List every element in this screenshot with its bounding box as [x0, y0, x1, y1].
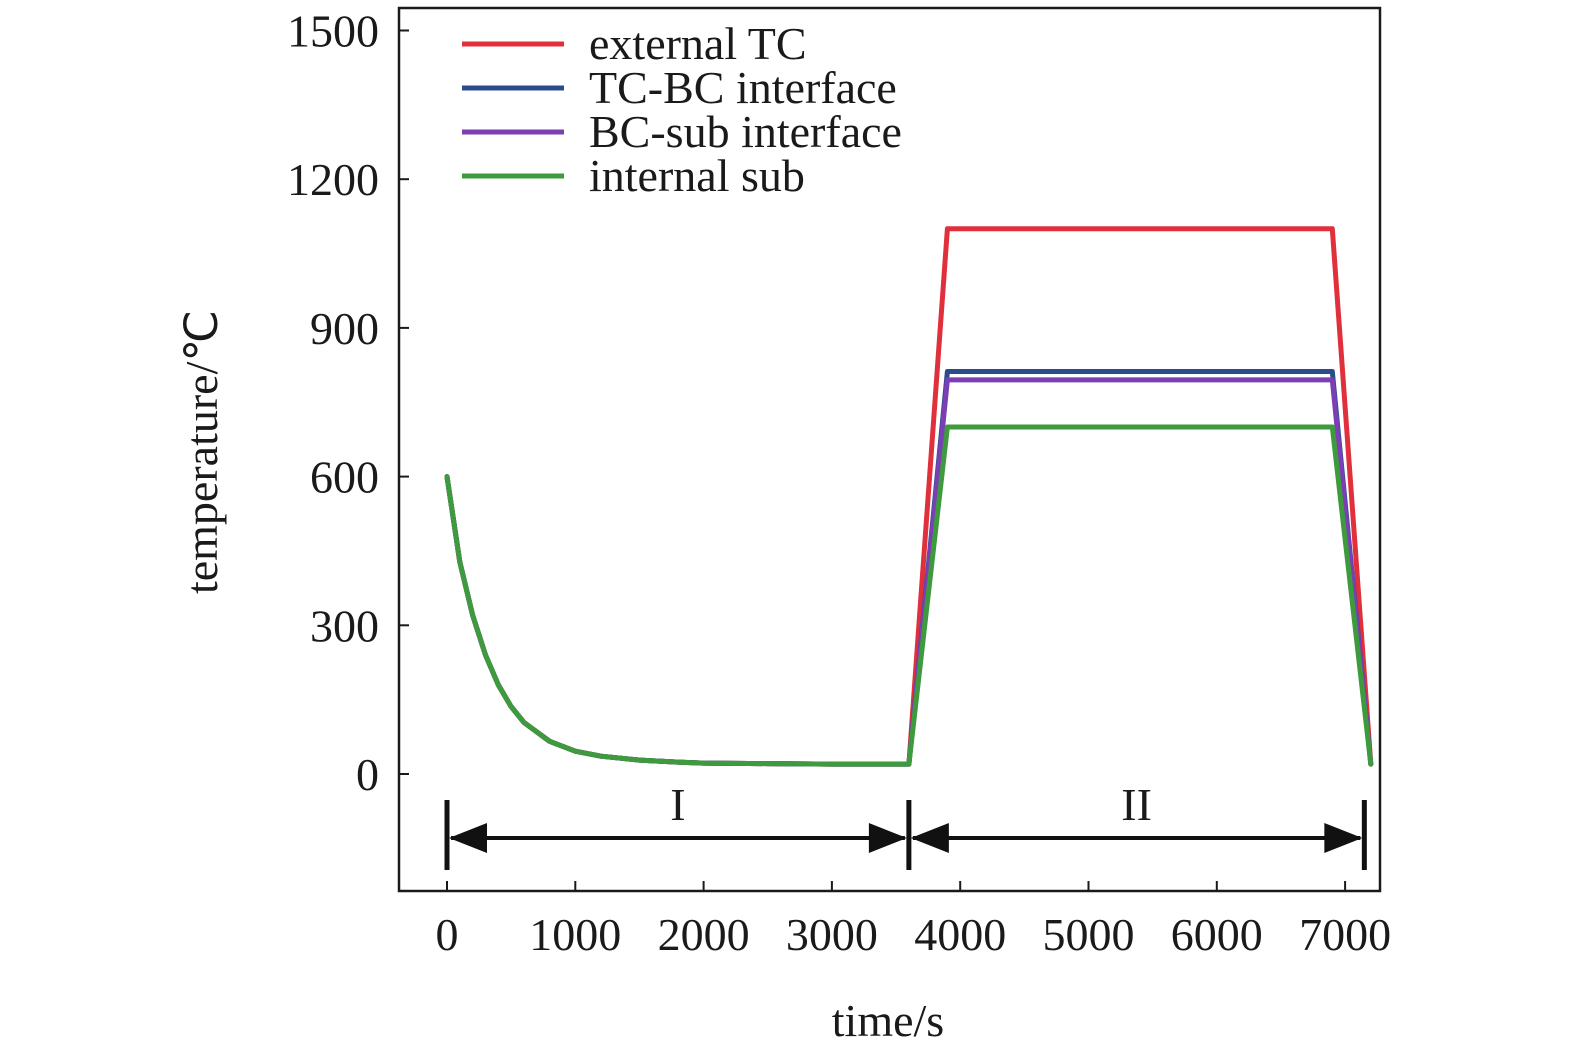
- y-tick-label: 1500: [287, 6, 379, 57]
- x-tick-label: 3000: [786, 909, 878, 960]
- series-line-internal-sub: [444, 424, 1374, 767]
- series-line-tc-bc-interface: [444, 369, 1374, 767]
- x-tick-label: 1000: [529, 909, 621, 960]
- y-tick-label: 600: [310, 452, 379, 503]
- region-arrow-ii-left-head: [910, 823, 949, 853]
- region-label-i: I: [670, 779, 685, 830]
- y-tick-label: 300: [310, 600, 379, 651]
- region-arrow-i-right-head: [868, 823, 907, 853]
- x-tick-label: 6000: [1171, 909, 1263, 960]
- legend-label-bc-sub-interface: BC-sub interface: [589, 106, 902, 157]
- y-tick-label: 900: [310, 303, 379, 354]
- region-label-ii: II: [1121, 779, 1152, 830]
- x-tick-label: 7000: [1299, 909, 1391, 960]
- series-line-external-tc: [444, 226, 1374, 767]
- legend-label-external-tc: external TC: [589, 18, 807, 69]
- plot-frame: [397, 6, 1382, 893]
- y-tick-label: 0: [356, 749, 379, 800]
- x-tick-label: 2000: [658, 909, 750, 960]
- x-tick-label: 4000: [914, 909, 1006, 960]
- y-tick-label: 1200: [287, 154, 379, 205]
- series-line-bc-sub-interface: [444, 377, 1374, 767]
- x-axis-title: time/s: [832, 995, 944, 1046]
- x-tick-label: 0: [436, 909, 459, 960]
- region-arrow-ii-right-head: [1324, 823, 1363, 853]
- legend-label-internal-sub: internal sub: [589, 150, 805, 201]
- y-axis-title: temperature/℃: [176, 310, 227, 594]
- plot-marks: I II: [444, 226, 1374, 870]
- region-arrow-i-left-head: [449, 823, 487, 853]
- x-tick-label: 5000: [1043, 909, 1135, 960]
- legend-label-tc-bc-interface: TC-BC interface: [589, 62, 897, 113]
- axis-ticks: 0 1000 2000 3000 4000 5000 6000 7000 0 300 600 900 1…: [287, 6, 1391, 961]
